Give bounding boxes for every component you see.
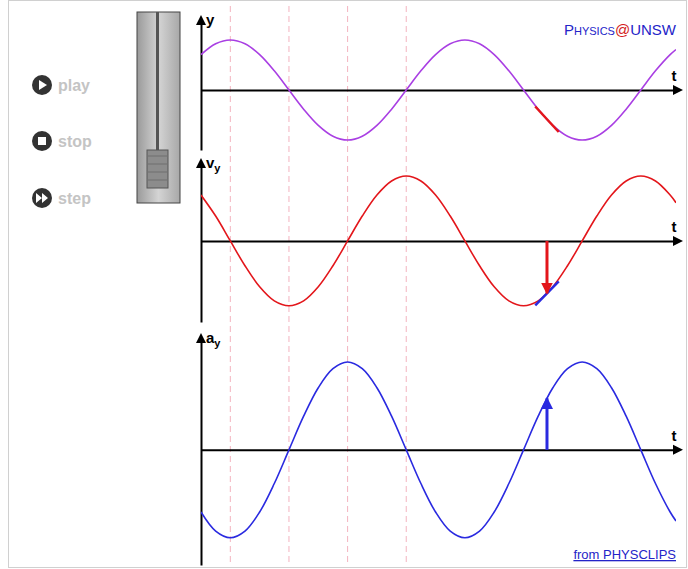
- x-axis: [202, 90, 677, 91]
- photo: [137, 12, 180, 203]
- y-axis-label: vy: [206, 154, 221, 174]
- brand-part: UNSW: [630, 21, 677, 38]
- panel-2: ay t: [196, 329, 683, 566]
- brand-part: Physics: [564, 21, 615, 38]
- tangent: [535, 107, 558, 133]
- x-axis-line: [202, 90, 677, 92]
- y-axis-line: [201, 341, 203, 566]
- control-2[interactable]: step: [32, 188, 91, 208]
- plot-marks: [201, 40, 676, 140]
- y-axis-line: [201, 23, 203, 151]
- control-0[interactable]: play: [32, 75, 90, 95]
- curve: [201, 40, 676, 140]
- control-label[interactable]: step: [58, 190, 91, 207]
- value-arrow: [545, 241, 548, 293]
- x-axis-label: t: [672, 427, 677, 444]
- photo-mass: [147, 150, 168, 188]
- y-axis-label: ay: [206, 329, 221, 349]
- x-axis-arrowhead: [673, 236, 683, 246]
- x-axis-line: [202, 240, 677, 242]
- y-axis-arrowhead: [196, 15, 206, 25]
- brand: Physics@UNSW: [564, 21, 677, 38]
- x-axis: [202, 450, 677, 451]
- curve: [201, 176, 676, 306]
- panel-1: vy t: [196, 154, 683, 323]
- page: playstopstepPhysics@UNSWfrom PHYSCLIPSyt…: [0, 0, 688, 569]
- x-axis-arrowhead: [673, 445, 683, 455]
- step-glyph[interactable]: [36, 193, 48, 203]
- x-axis-label: t: [672, 67, 677, 84]
- control-label[interactable]: stop: [58, 133, 92, 150]
- y-axis: [201, 341, 202, 566]
- value-arrow: [545, 398, 548, 450]
- credit-link[interactable]: from PHYSCLIPS: [573, 547, 676, 562]
- control-icon[interactable]: [32, 188, 52, 208]
- frame: [9, 1, 687, 568]
- control-label[interactable]: play: [58, 77, 90, 94]
- y-axis: [201, 23, 202, 151]
- y-axis-line: [201, 166, 203, 323]
- stop-glyph[interactable]: [38, 137, 46, 145]
- brand-part: @: [615, 21, 630, 38]
- panel-0: yt: [196, 11, 683, 151]
- x-axis-line: [202, 449, 677, 451]
- photo-mass-stripe: [148, 156, 167, 157]
- photo-mass-stripe: [148, 180, 167, 181]
- y-axis-arrowhead: [196, 158, 206, 168]
- control-icon[interactable]: [32, 75, 52, 95]
- x-axis-label: t: [672, 218, 677, 235]
- play-glyph[interactable]: [39, 80, 47, 90]
- control-1[interactable]: stop: [32, 131, 92, 151]
- photo-mass-stripe: [148, 164, 167, 165]
- x-axis-arrowhead: [673, 85, 683, 95]
- photo-bg: [137, 12, 180, 203]
- x-axis: [202, 241, 677, 242]
- plot-marks: [201, 176, 676, 306]
- curve: [201, 362, 676, 538]
- plot-marks: [201, 362, 676, 538]
- photo-rod: [156, 12, 159, 150]
- y-axis: [201, 166, 202, 323]
- control-icon[interactable]: [32, 131, 52, 151]
- y-axis-label: y: [206, 11, 215, 28]
- photo-mass-stripe: [148, 172, 167, 173]
- y-axis-arrowhead: [196, 333, 206, 343]
